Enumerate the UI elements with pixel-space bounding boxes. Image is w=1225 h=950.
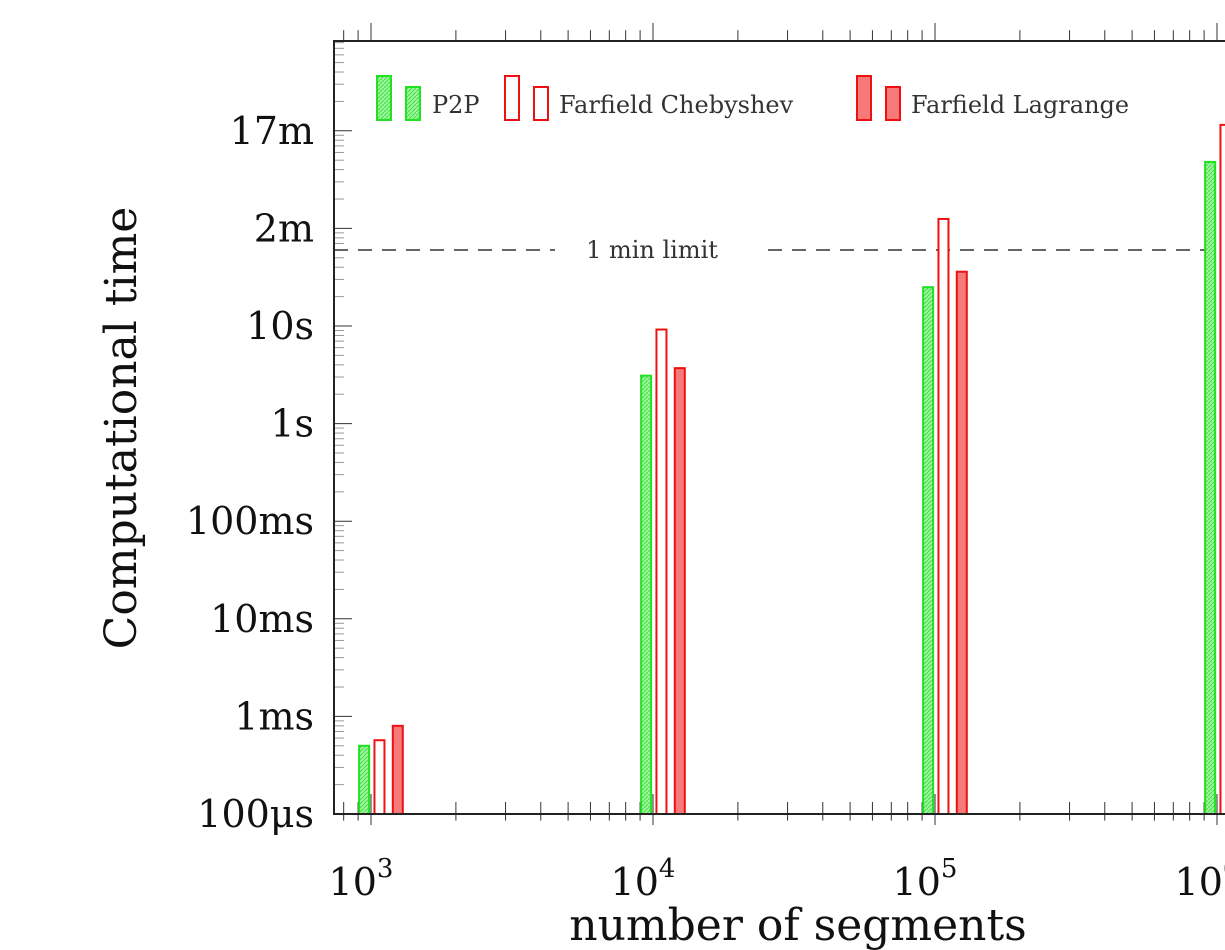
legend-swatch [856, 75, 872, 121]
y-tick-label: 10s [246, 304, 314, 348]
bar [673, 367, 686, 815]
x-tick-labels: 103 104 105 106 [329, 854, 1225, 904]
y-tick-label: 1s [270, 402, 314, 446]
bars-layer [358, 123, 1225, 816]
bar [655, 328, 668, 815]
x-tick-label: 105 [893, 854, 958, 904]
y-tick-label: 100μs [197, 792, 314, 836]
x-tick-label: 104 [611, 854, 676, 904]
legend-label: Farfield Chebyshev [559, 91, 794, 119]
bar [937, 217, 950, 815]
bar [358, 744, 371, 815]
legend-swatch [533, 86, 549, 121]
tick-marks [334, 23, 1218, 825]
bar [1219, 123, 1225, 815]
legend-swatch [405, 86, 421, 121]
y-tick-label: 2m [254, 206, 314, 250]
x-tick-label: 103 [329, 854, 394, 904]
legend-swatch [376, 75, 392, 121]
y-tick-labels: 100μs 1ms 10ms 100ms 1s 10s 2m 17m [186, 109, 314, 836]
plot-frame [333, 40, 1225, 815]
y-tick-label: 100ms [186, 499, 314, 543]
bar [922, 286, 935, 815]
reference-line-label: 1 min limit [586, 236, 718, 264]
y-axis-title: Computational time [96, 207, 147, 650]
x-axis-title: number of segments [569, 900, 1027, 950]
legend-label: Farfield Lagrange [911, 91, 1129, 119]
y-tick-label: 10ms [210, 597, 314, 641]
bar [1204, 160, 1217, 816]
x-tick-label: 106 [1175, 854, 1225, 904]
bar [391, 724, 404, 815]
legend-swatch [885, 86, 901, 121]
legend: P2P Farfield Chebyshev Farfield Lagrange [376, 75, 1129, 121]
reference-line-layer: 1 min limit [334, 236, 1225, 264]
legend-label: P2P [432, 91, 480, 119]
bar [640, 374, 653, 815]
bar [955, 270, 968, 815]
y-tick-label: 1ms [234, 694, 314, 738]
legend-swatch [504, 75, 520, 121]
y-tick-label: 17m [230, 109, 314, 153]
bar [373, 739, 386, 816]
